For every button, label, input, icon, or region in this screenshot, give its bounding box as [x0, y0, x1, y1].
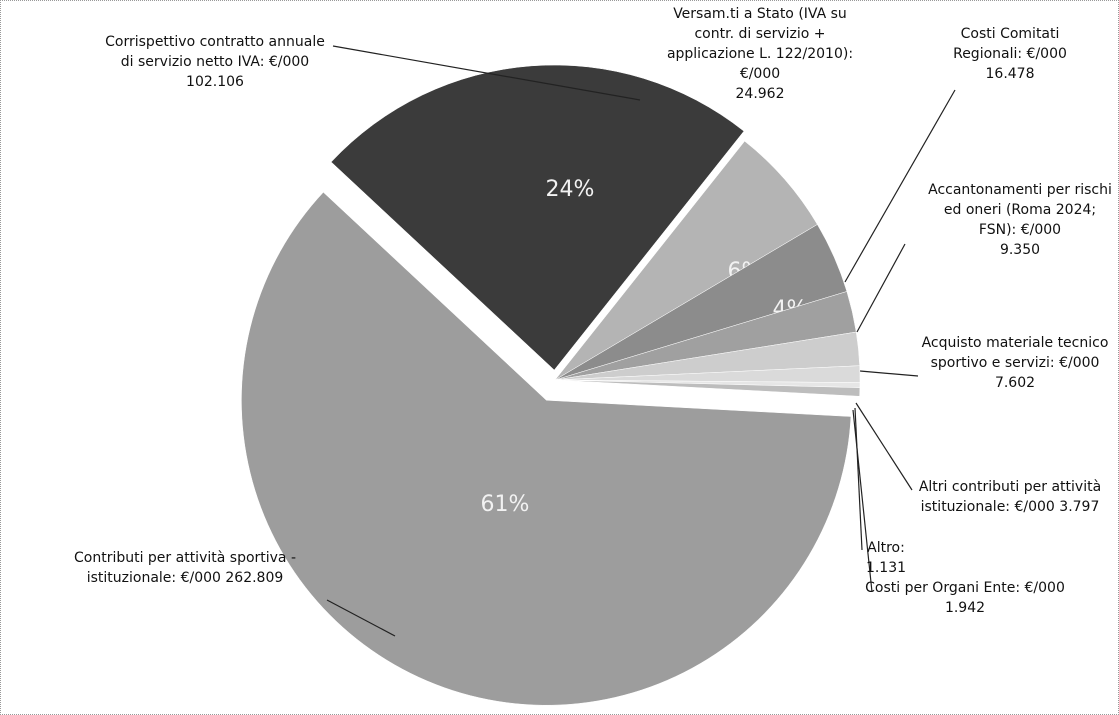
- leader-line: [856, 243, 906, 333]
- value-label: 16.478: [985, 66, 1035, 82]
- leader-line: [332, 45, 641, 101]
- value-label: 1.942: [944, 600, 986, 616]
- leader-line: [844, 89, 956, 283]
- leader-line: [855, 402, 913, 491]
- category-label: Altro:: [867, 540, 905, 556]
- leader-line: [854, 407, 863, 551]
- slice-label: Costi per Organi Ente: €/000 1.942: [865, 578, 1065, 618]
- value-label: 262.809: [225, 570, 284, 586]
- category-label: Versam.ti a Stato (IVA su contr. di serv…: [666, 6, 854, 82]
- slice-label: Acquisto materiale tecnico sportivo e se…: [915, 333, 1115, 393]
- value-label: 7.602: [994, 375, 1036, 391]
- category-label: Costi per Organi Ente: €/000: [865, 580, 1065, 596]
- slice-label: Altro: 1.131: [856, 538, 916, 578]
- value-label: 24.962: [735, 86, 785, 102]
- value-label: 3.797: [1059, 499, 1100, 515]
- pie-slice: [330, 64, 745, 371]
- slice-label: Accantonamenti per rischi ed oneri (Roma…: [925, 180, 1115, 260]
- pie-slice: [241, 191, 852, 706]
- percent-label: 24%: [546, 177, 595, 202]
- value-label: 1.131: [865, 560, 907, 576]
- category-label: Costi Comitati Regionali: €/000: [953, 26, 1067, 62]
- leader-line: [852, 409, 873, 593]
- slice-label: Contributi per attività sportiva - istit…: [60, 548, 310, 588]
- pie-slice: [554, 379, 861, 397]
- percent-label: 61%: [481, 492, 530, 517]
- slice-label: Altri contributi per attività istituzion…: [905, 477, 1115, 517]
- category-label: Contributi per attività sportiva - istit…: [73, 550, 297, 586]
- category-label: Acquisto materiale tecnico sportivo e se…: [921, 335, 1109, 371]
- value-label: 102.106: [186, 74, 244, 90]
- slice-label: Versam.ti a Stato (IVA su contr. di serv…: [665, 4, 855, 104]
- slice-label: Corrispettivo contratto annuale di servi…: [100, 32, 330, 92]
- leader-line: [859, 370, 919, 377]
- value-label: 9.350: [999, 242, 1041, 258]
- category-label: Corrispettivo contratto annuale di servi…: [105, 34, 325, 70]
- category-label: Accantonamenti per rischi ed oneri (Roma…: [928, 182, 1112, 238]
- slice-label: Costi Comitati Regionali: €/000 16.478: [945, 24, 1075, 84]
- category-label: Altri contributi per attività istituzion…: [918, 479, 1102, 515]
- leader-line: [326, 599, 396, 637]
